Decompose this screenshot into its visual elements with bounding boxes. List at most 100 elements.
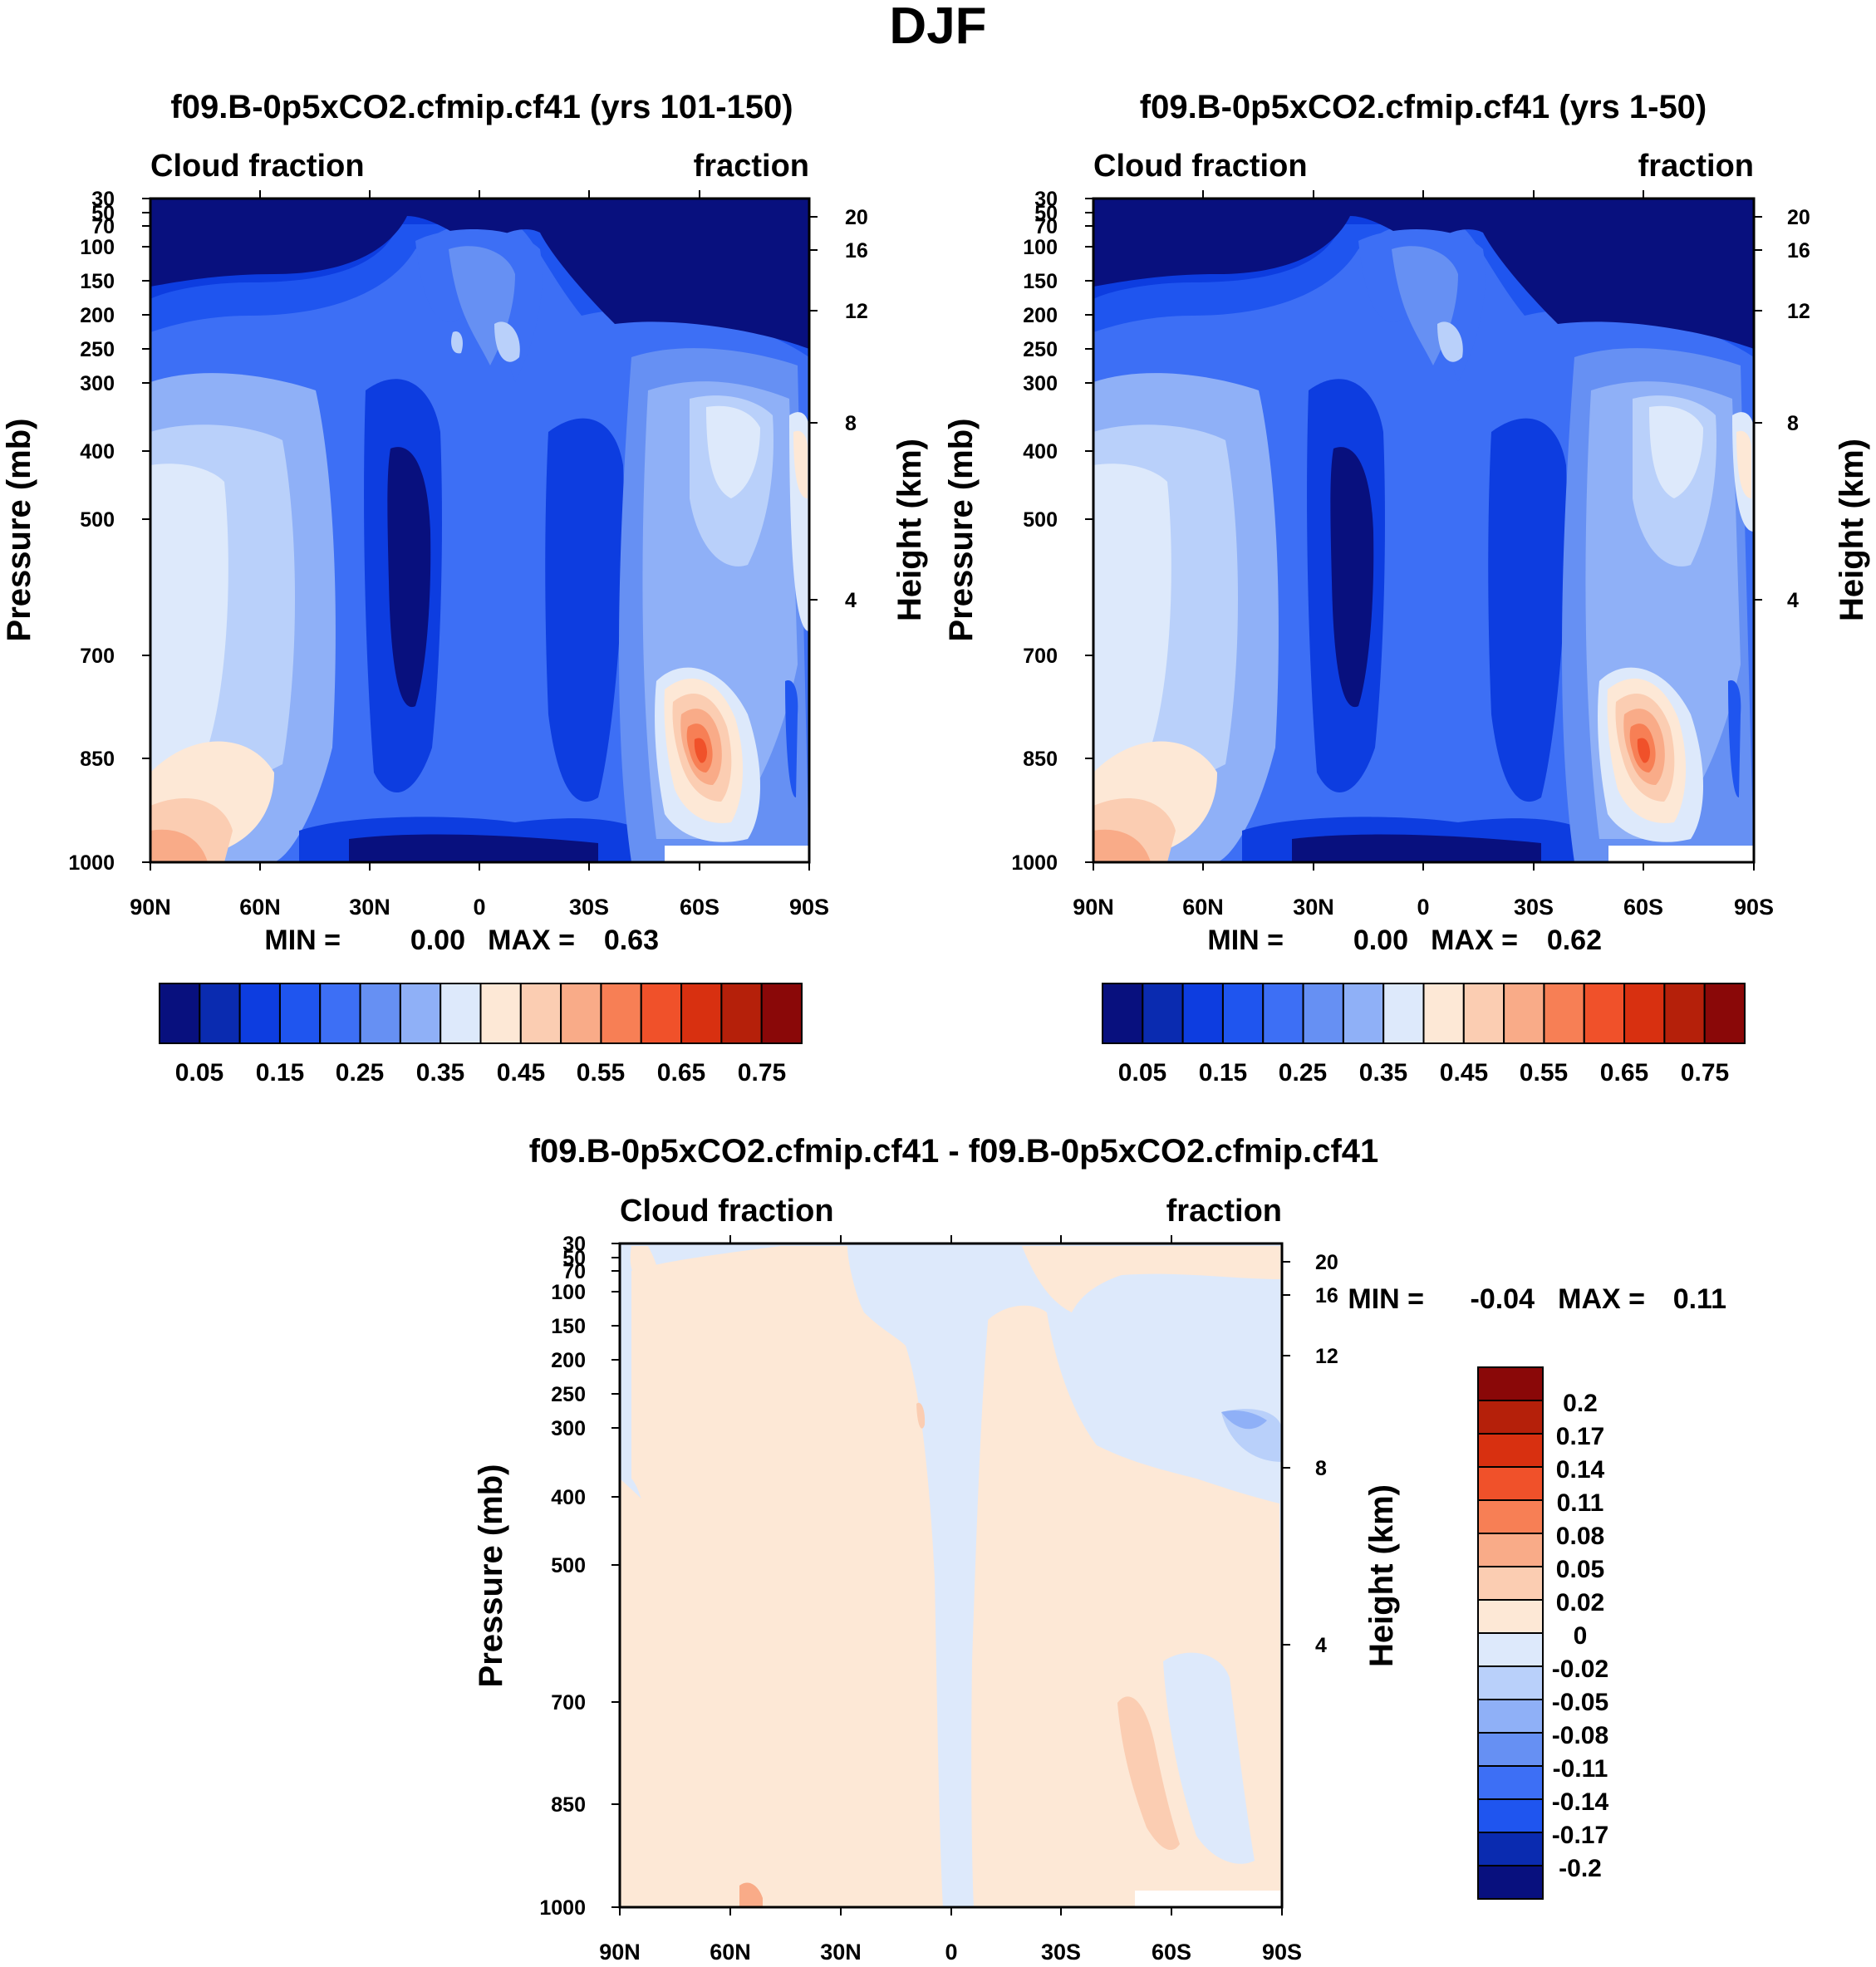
panel-b-minmax: MIN = 0.00 MAX = 0.62 — [1207, 925, 1602, 956]
panel-a-right-label: fraction — [694, 149, 809, 184]
cb-label-0.05: 0.05 — [1118, 1059, 1166, 1087]
colorbar-swatch — [1477, 1599, 1544, 1634]
colorbar-swatch — [1477, 1632, 1544, 1667]
x-tick-90n: 90N — [1073, 895, 1114, 920]
max-label: MAX = — [1558, 1283, 1645, 1315]
colorbar-swatch — [1503, 983, 1545, 1044]
colorbar-swatch — [1477, 1466, 1544, 1501]
height-tick-8: 8 — [1787, 412, 1799, 435]
cb-label-0.25: 0.25 — [1279, 1059, 1327, 1087]
colorbar-swatch — [479, 983, 522, 1044]
panel-a-colorbar-labels: 0.05 0.15 0.25 0.35 0.45 0.55 0.65 0.75 — [175, 1059, 786, 1087]
x-tick-30n: 30N — [1293, 895, 1334, 920]
colorbar-swatch — [238, 983, 281, 1044]
panel-b: f09.B-0p5xCO2.cfmip.cf41 (yrs 1-50) Clou… — [943, 89, 1870, 1087]
x-tick-60s: 60S — [1623, 895, 1663, 920]
cb-label-0.15: 0.15 — [1199, 1059, 1247, 1087]
panel-b-left-label: Cloud fraction — [1093, 149, 1308, 184]
y-tick-700: 700 — [1023, 645, 1058, 668]
x-tick-30s: 30S — [1514, 895, 1554, 920]
y-tick-250: 250 — [1023, 338, 1058, 361]
y-tick-150: 150 — [1023, 270, 1058, 293]
cb-label--0.05: -0.05 — [1552, 1689, 1608, 1716]
panel-a-y-ticks: 30 50 70 100 150 200 250 300 400 500 700… — [68, 188, 150, 875]
colorbar-swatch — [1477, 1865, 1544, 1900]
cb-label-0.15: 0.15 — [256, 1059, 304, 1087]
y-tick-70: 70 — [1034, 215, 1058, 238]
cb-label-0.55: 0.55 — [577, 1059, 625, 1087]
colorbar-swatch — [1302, 983, 1344, 1044]
y-tick-30: 30 — [1034, 188, 1058, 211]
cb-label-0.08: 0.08 — [1556, 1523, 1604, 1550]
colorbar-swatch — [278, 983, 322, 1044]
height-tick-20: 20 — [1315, 1251, 1338, 1274]
y-tick-30: 30 — [91, 188, 115, 211]
panel-a: f09.B-0p5xCO2.cfmip.cf41 (yrs 101-150) C… — [1, 89, 928, 1087]
y-tick-300: 300 — [80, 372, 115, 395]
colorbar-swatch — [1543, 983, 1585, 1044]
cb-label-0.05: 0.05 — [1556, 1556, 1604, 1583]
colorbar-swatch — [1102, 983, 1144, 1044]
panel-b-x-ticks: 90N 60N 30N 0 30S 60S 90S — [1073, 190, 1774, 920]
max-value: 0.11 — [1673, 1283, 1726, 1315]
colorbar-swatch — [319, 983, 361, 1044]
y-tick-300: 300 — [551, 1417, 586, 1440]
cb-label-0.55: 0.55 — [1520, 1059, 1568, 1087]
colorbar-swatch — [159, 983, 201, 1044]
min-value: -0.04 — [1471, 1283, 1535, 1315]
colorbar-swatch — [1477, 1566, 1544, 1601]
height-tick-8: 8 — [1315, 1457, 1327, 1480]
y-tick-70: 70 — [91, 215, 115, 238]
panel-a-ylabel: Pressure (mb) — [1, 419, 37, 642]
colorbar-swatch — [1477, 1732, 1544, 1767]
height-tick-4: 4 — [1787, 589, 1799, 612]
height-tick-16: 16 — [845, 239, 868, 262]
panel-a-x-ticks: 90N 60N 30N 0 30S 60S 90S — [130, 190, 829, 920]
height-tick-4: 4 — [1315, 1634, 1327, 1657]
panel-b-ylabel-right: Height (km) — [1834, 439, 1870, 621]
cb-label-0.11: 0.11 — [1557, 1489, 1604, 1517]
colorbar-swatch — [760, 983, 803, 1044]
cb-label-0.17: 0.17 — [1556, 1423, 1604, 1450]
colorbar-swatch — [1477, 1765, 1544, 1800]
y-tick-50: 50 — [562, 1247, 586, 1270]
panel-c-colorbar-labels: 0.2 0.17 0.14 0.11 0.08 0.05 0.02 0 -0.0… — [1552, 1390, 1609, 1882]
colorbar-swatch — [1262, 983, 1304, 1044]
panel-c: f09.B-0p5xCO2.cfmip.cf41 - f09.B-0p5xCO2… — [473, 1133, 1726, 1965]
colorbar-swatch — [1477, 1832, 1544, 1866]
panel-b-title: f09.B-0p5xCO2.cfmip.cf41 (yrs 1-50) — [1140, 89, 1707, 125]
colorbar-swatch — [1477, 1400, 1544, 1435]
y-tick-700: 700 — [551, 1691, 586, 1714]
max-value: 0.63 — [604, 925, 659, 956]
x-tick-0: 0 — [1417, 895, 1429, 920]
panel-a-contour-field — [150, 199, 809, 862]
height-tick-4: 4 — [845, 589, 857, 612]
panel-b-y-ticks: 30 50 70 100 150 200 250 300 400 500 700… — [1011, 188, 1093, 875]
y-tick-1000: 1000 — [68, 851, 115, 875]
colorbar-swatch — [1477, 1499, 1544, 1534]
y-tick-1000: 1000 — [1011, 851, 1058, 875]
colorbar-swatch — [640, 983, 683, 1044]
cb-label-0.75: 0.75 — [1681, 1059, 1729, 1087]
y-tick-250: 250 — [551, 1383, 586, 1406]
panel-a-title: f09.B-0p5xCO2.cfmip.cf41 (yrs 101-150) — [170, 89, 793, 125]
y-tick-400: 400 — [80, 440, 115, 464]
cb-label--0.2: -0.2 — [1559, 1855, 1602, 1882]
y-tick-200: 200 — [80, 304, 115, 327]
colorbar-swatch — [1382, 983, 1425, 1044]
colorbar-swatch — [440, 983, 482, 1044]
y-tick-1000: 1000 — [539, 1896, 586, 1920]
y-tick-100: 100 — [80, 236, 115, 259]
cb-label-0.45: 0.45 — [497, 1059, 545, 1087]
panel-a-ylabel-right: Height (km) — [891, 439, 928, 621]
y-tick-30: 30 — [562, 1233, 586, 1256]
x-tick-60n: 60N — [1182, 895, 1224, 920]
panel-c-x-ticks: 90N 60N 30N 0 30S 60S 90S — [599, 1235, 1302, 1965]
colorbar-swatch — [399, 983, 442, 1044]
cb-label--0.17: -0.17 — [1552, 1822, 1608, 1849]
x-tick-30n: 30N — [349, 895, 390, 920]
cb-label-0.02: 0.02 — [1556, 1589, 1604, 1616]
panel-a-minmax: MIN = 0.00 MAX = 0.63 — [264, 925, 659, 956]
colorbar-swatch — [1221, 983, 1265, 1044]
y-tick-850: 850 — [80, 748, 115, 771]
